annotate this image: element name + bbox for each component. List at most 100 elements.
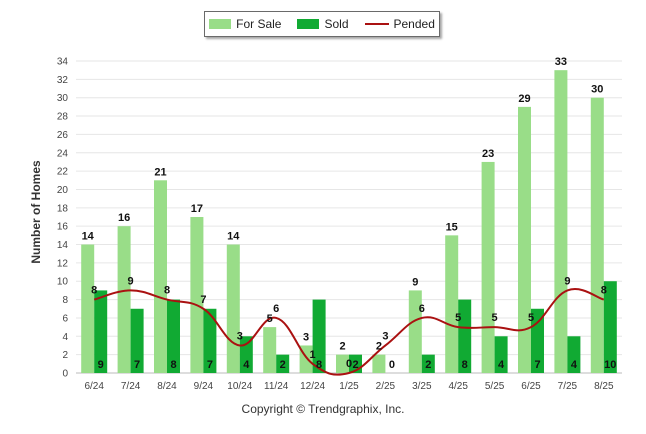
label-sold: 4 <box>243 359 250 371</box>
legend-item-sold[interactable]: Sold <box>297 17 349 31</box>
label-for-sale: 29 <box>518 93 530 105</box>
x-tick-label: 4/25 <box>448 381 468 392</box>
bar-for-sale <box>408 290 422 373</box>
label-pended: 6 <box>419 303 425 315</box>
label-sold: 4 <box>571 359 578 371</box>
legend-swatch-for-sale <box>209 19 232 29</box>
y-tick-label: 26 <box>57 130 69 141</box>
label-sold: 4 <box>498 359 505 371</box>
legend-item-pended[interactable]: Pended <box>364 17 435 31</box>
label-pended: 7 <box>200 294 206 306</box>
label-for-sale: 14 <box>82 231 95 243</box>
x-tick-label: 6/25 <box>521 381 541 392</box>
x-tick-label: 7/24 <box>121 381 141 392</box>
label-for-sale: 3 <box>303 331 309 343</box>
bar-for-sale <box>554 70 568 374</box>
bar-sold <box>494 336 508 373</box>
label-for-sale: 23 <box>482 148 494 160</box>
x-tick-label: 2/25 <box>376 381 396 392</box>
bars <box>81 70 617 374</box>
label-for-sale: 14 <box>227 231 240 243</box>
y-tick-label: 18 <box>57 203 69 214</box>
label-pended: 5 <box>492 312 498 324</box>
bar-sold <box>421 354 435 373</box>
label-sold: 8 <box>316 359 322 371</box>
label-for-sale: 17 <box>191 203 203 215</box>
bar-for-sale <box>372 354 386 373</box>
pended-line <box>93 288 605 376</box>
x-tick-label: 10/24 <box>227 381 252 392</box>
bar-sold <box>458 299 472 373</box>
bar-for-sale <box>263 327 277 373</box>
data-labels: 1491672181771445238222092158234297334301… <box>82 56 617 371</box>
y-tick-label: 28 <box>57 112 69 123</box>
y-tick-label: 32 <box>57 75 69 86</box>
label-sold: 0 <box>389 359 395 371</box>
x-axis-ticks: 6/24 7/24 8/24 9/24 10/24 11/24 12/24 1/25 2/25 3… <box>84 381 614 392</box>
label-sold: 7 <box>534 359 540 371</box>
x-tick-label: 8/24 <box>157 381 177 392</box>
label-sold: 7 <box>134 359 140 371</box>
x-tick-label: 6/24 <box>84 381 104 392</box>
x-tick-label: 9/24 <box>194 381 214 392</box>
bar-sold <box>276 354 290 373</box>
bar-for-sale <box>481 161 495 373</box>
bar-for-sale <box>226 244 240 373</box>
bar-sold <box>567 336 581 373</box>
legend-item-for-sale[interactable]: For Sale <box>209 17 281 31</box>
label-for-sale: 2 <box>376 341 382 353</box>
pended-series-line <box>93 288 605 376</box>
label-sold: 2 <box>352 359 358 371</box>
legend-swatch-pended <box>364 23 389 25</box>
label-for-sale: 33 <box>555 56 567 68</box>
label-pended: 8 <box>164 285 170 297</box>
legend-label-sold: Sold <box>324 17 349 31</box>
x-tick-label: 8/25 <box>594 381 614 392</box>
label-sold: 2 <box>280 359 286 371</box>
bar-for-sale <box>190 217 204 373</box>
label-pended: 6 <box>273 303 279 315</box>
y-tick-label: 6 <box>62 313 68 324</box>
y-tick-label: 24 <box>57 148 69 159</box>
y-tick-label: 16 <box>57 222 69 233</box>
x-tick-label: 1/25 <box>339 381 359 392</box>
y-axis-title: Number of Homes <box>29 160 43 264</box>
label-pended: 0 <box>346 358 352 370</box>
x-tick-label: 12/24 <box>300 381 325 392</box>
label-pended: 1 <box>310 349 316 361</box>
y-tick-label: 2 <box>62 350 68 361</box>
bar-sold <box>130 308 144 373</box>
label-pended: 8 <box>601 285 607 297</box>
label-sold: 8 <box>170 359 176 371</box>
label-pended: 8 <box>91 285 97 297</box>
label-pended: 9 <box>564 275 570 287</box>
label-sold: 9 <box>98 359 104 371</box>
bar-sold <box>603 281 617 373</box>
bar-sold <box>94 290 108 373</box>
label-for-sale: 2 <box>339 341 345 353</box>
bar-for-sale <box>154 180 167 373</box>
label-pended: 5 <box>455 312 461 324</box>
label-pended: 3 <box>237 330 243 342</box>
y-tick-label: 8 <box>62 295 68 306</box>
bar-for-sale <box>445 235 459 373</box>
y-tick-label: 22 <box>57 167 69 178</box>
label-pended: 3 <box>382 330 388 342</box>
label-sold: 7 <box>207 359 213 371</box>
bar-sold <box>203 308 217 373</box>
bar-sold <box>167 299 180 373</box>
y-tick-label: 34 <box>57 57 69 68</box>
label-sold: 10 <box>604 359 616 371</box>
legend-label-for-sale: For Sale <box>236 17 282 31</box>
bar-for-sale <box>117 226 131 373</box>
legend-label-pended: Pended <box>393 17 435 31</box>
legend: For Sale Sold Pended <box>204 11 440 37</box>
y-tick-label: 0 <box>62 369 68 380</box>
x-tick-label: 5/25 <box>485 381 505 392</box>
x-tick-label: 7/25 <box>558 381 578 392</box>
y-tick-label: 14 <box>57 240 69 251</box>
label-pended: 5 <box>528 312 534 324</box>
label-for-sale: 21 <box>154 166 166 178</box>
y-tick-label: 20 <box>57 185 69 196</box>
